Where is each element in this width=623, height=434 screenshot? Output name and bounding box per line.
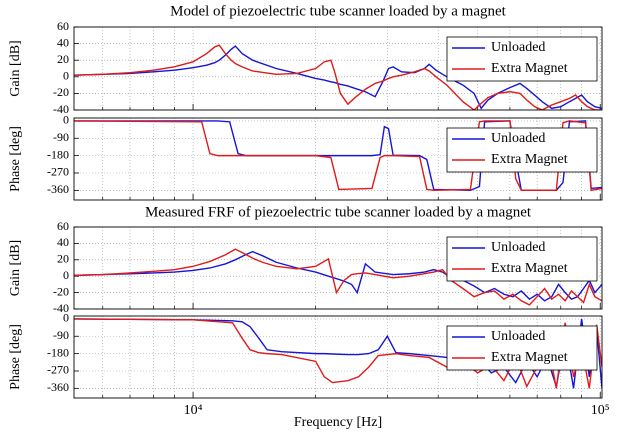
y-tick-label: -20 — [53, 284, 69, 298]
data-line — [74, 45, 602, 110]
data-line — [74, 120, 602, 192]
y-tick-label: -270 — [47, 363, 69, 377]
y-tick-label: -40 — [53, 102, 69, 116]
data-line — [74, 250, 602, 302]
y-axis-label: Phase [deg] — [8, 126, 23, 192]
y-tick-label: -360 — [47, 182, 69, 196]
y-axis-label: Gain [dB] — [8, 240, 23, 296]
y-tick-label: -40 — [53, 301, 69, 315]
plot-frame — [73, 226, 603, 310]
y-tick-label: 60 — [57, 219, 69, 233]
data-line — [74, 248, 602, 306]
legend-label: Unloaded — [491, 240, 545, 255]
legend-label: Extra Magnet — [491, 61, 568, 76]
plot-frame — [73, 315, 603, 399]
legend-label: Extra Magnet — [491, 350, 568, 365]
y-tick-label: 40 — [57, 235, 69, 249]
y-tick-label: -20 — [53, 85, 69, 99]
legend-label: Unloaded — [491, 329, 545, 344]
legend-box — [446, 325, 598, 371]
legend-box — [446, 127, 598, 173]
y-tick-label: 0 — [63, 311, 69, 325]
y-tick-label: 20 — [57, 252, 69, 266]
panel: Model of piezoelectric tube scanner load… — [8, 3, 603, 116]
legend-box — [446, 236, 598, 282]
legend-label: Extra Magnet — [491, 152, 568, 167]
y-tick-label: -180 — [47, 147, 69, 161]
y-tick-label: 0 — [63, 69, 69, 83]
legend-label: Unloaded — [491, 131, 545, 146]
y-tick-label: 40 — [57, 35, 69, 49]
legend-box — [446, 36, 598, 82]
data-line — [74, 44, 602, 110]
x-tick-label: 10⁴ — [184, 403, 203, 418]
y-tick-label: -90 — [53, 130, 69, 144]
plot-frame — [73, 117, 603, 201]
legend-label: Extra Magnet — [491, 261, 568, 276]
y-tick-label: 0 — [63, 268, 69, 282]
panel: Phase [deg] 0 -90 -180 -270 -360 Unloaded Extra… — [8, 113, 603, 201]
chart-title: Model of piezoelectric tube scanner load… — [170, 3, 507, 19]
y-tick-label: -90 — [53, 328, 69, 342]
y-tick-label: 60 — [57, 19, 69, 33]
plot-frame — [73, 26, 603, 111]
y-tick-label: -180 — [47, 345, 69, 359]
y-tick-label: 20 — [57, 52, 69, 66]
panel: Phase [deg] Frequency [Hz] 10⁴ 10⁵ 0 -90 -180 -… — [8, 311, 610, 431]
x-axis-label: Frequency [Hz] — [294, 415, 382, 430]
y-tick-label: 0 — [63, 113, 69, 127]
y-tick-label: -270 — [47, 165, 69, 179]
chart-title: Measured FRF of piezoelectric tube scann… — [145, 204, 532, 220]
y-axis-label: Phase [deg] — [8, 324, 23, 390]
y-tick-label: -360 — [47, 380, 69, 394]
x-tick-label: 10⁵ — [591, 403, 610, 418]
legend-label: Unloaded — [491, 40, 545, 55]
y-axis-label: Gain [dB] — [8, 40, 23, 96]
panel: Measured FRF of piezoelectric tube scann… — [8, 204, 603, 315]
